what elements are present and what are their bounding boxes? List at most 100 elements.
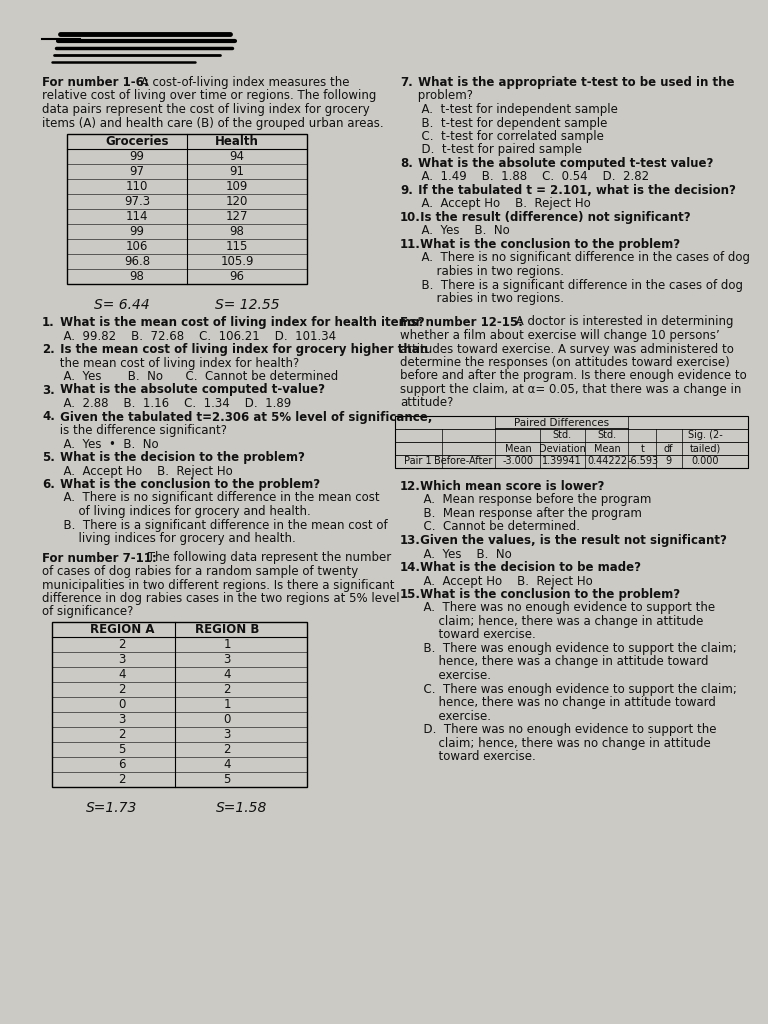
Text: hence, there was no change in attitude toward: hence, there was no change in attitude t… bbox=[416, 696, 716, 709]
Text: 1: 1 bbox=[223, 698, 230, 711]
Text: 109: 109 bbox=[226, 180, 248, 193]
Text: B.  There is a significant difference in the mean cost of: B. There is a significant difference in … bbox=[56, 518, 388, 531]
Text: If the tabulated t = 2.101, what is the decision?: If the tabulated t = 2.101, what is the … bbox=[414, 184, 736, 197]
Text: B.  t-test for dependent sample: B. t-test for dependent sample bbox=[414, 117, 607, 129]
Text: A.  1.49    B.  1.88    C.  0.54    D.  2.82: A. 1.49 B. 1.88 C. 0.54 D. 2.82 bbox=[414, 171, 649, 183]
Text: What is the conclusion to the problem?: What is the conclusion to the problem? bbox=[56, 478, 320, 490]
Text: Is the result (difference) not significant?: Is the result (difference) not significa… bbox=[416, 211, 690, 224]
Text: t: t bbox=[641, 443, 645, 454]
Text: 2: 2 bbox=[118, 728, 126, 741]
Text: Deviation: Deviation bbox=[538, 443, 585, 454]
Text: What is the decision to the problem?: What is the decision to the problem? bbox=[56, 451, 305, 464]
Text: the mean cost of living index for health?: the mean cost of living index for health… bbox=[56, 356, 300, 370]
Text: attitude?: attitude? bbox=[400, 396, 453, 410]
Text: 9.: 9. bbox=[400, 184, 413, 197]
Text: B.  There is a significant difference in the cases of dog: B. There is a significant difference in … bbox=[414, 279, 743, 292]
Text: claim; hence, there was no change in attitude: claim; hence, there was no change in att… bbox=[416, 736, 710, 750]
Text: 2: 2 bbox=[118, 773, 126, 786]
Text: 99: 99 bbox=[130, 150, 144, 163]
Text: 3: 3 bbox=[118, 713, 126, 726]
Text: Pair 1: Pair 1 bbox=[404, 457, 432, 467]
Text: exercise.: exercise. bbox=[416, 710, 491, 723]
Text: 110: 110 bbox=[126, 180, 148, 193]
Text: Paired Differences: Paired Differences bbox=[514, 418, 609, 427]
Text: 120: 120 bbox=[226, 195, 248, 208]
Text: A.  Yes    B.  No: A. Yes B. No bbox=[414, 224, 510, 238]
Text: For number 7-11:: For number 7-11: bbox=[42, 552, 157, 564]
Text: REGION B: REGION B bbox=[195, 623, 259, 636]
Text: What is the conclusion to the problem?: What is the conclusion to the problem? bbox=[416, 588, 680, 601]
Text: 11.: 11. bbox=[400, 238, 421, 251]
Text: 4: 4 bbox=[223, 758, 230, 771]
Text: S=1.58: S=1.58 bbox=[217, 801, 268, 815]
Text: difference in dog rabies cases in the two regions at 5% level: difference in dog rabies cases in the tw… bbox=[42, 592, 399, 605]
Text: problem?: problem? bbox=[414, 89, 473, 102]
Text: Mean: Mean bbox=[594, 443, 621, 454]
Text: 13.: 13. bbox=[400, 534, 421, 547]
Text: 6.: 6. bbox=[42, 478, 55, 490]
Text: Mean: Mean bbox=[505, 443, 531, 454]
Text: hence, there was a change in attitude toward: hence, there was a change in attitude to… bbox=[416, 655, 709, 669]
Text: S= 6.44: S= 6.44 bbox=[94, 298, 150, 312]
Text: 8.: 8. bbox=[400, 157, 413, 170]
Text: municipalities in two different regions. Is there a significant: municipalities in two different regions.… bbox=[42, 579, 395, 592]
Text: -6.593: -6.593 bbox=[627, 457, 659, 467]
Text: A doctor is interested in determining: A doctor is interested in determining bbox=[512, 315, 733, 329]
Text: C.  Cannot be determined.: C. Cannot be determined. bbox=[416, 520, 580, 534]
Text: Which mean score is lower?: Which mean score is lower? bbox=[416, 480, 604, 493]
Text: 10.: 10. bbox=[400, 211, 421, 224]
Text: exercise.: exercise. bbox=[416, 669, 491, 682]
Text: 96: 96 bbox=[230, 270, 244, 283]
Text: 5.: 5. bbox=[42, 451, 55, 464]
Text: S= 12.55: S= 12.55 bbox=[215, 298, 280, 312]
Text: 5: 5 bbox=[223, 773, 230, 786]
Text: Given the values, is the result not significant?: Given the values, is the result not sign… bbox=[416, 534, 727, 547]
Text: What is the decision to be made?: What is the decision to be made? bbox=[416, 561, 641, 574]
Text: is the difference significant?: is the difference significant? bbox=[56, 424, 227, 437]
Text: Given the tabulated t=2.306 at 5% level of significance,: Given the tabulated t=2.306 at 5% level … bbox=[56, 411, 432, 424]
Text: toward exercise.: toward exercise. bbox=[416, 750, 536, 763]
Text: A.  There was no enough evidence to support the: A. There was no enough evidence to suppo… bbox=[416, 601, 715, 614]
Text: For number 12-15:: For number 12-15: bbox=[400, 315, 523, 329]
Bar bbox=[395, 416, 748, 468]
Text: 12.: 12. bbox=[400, 480, 421, 493]
Text: 9: 9 bbox=[665, 457, 671, 467]
Text: REGION A: REGION A bbox=[90, 623, 154, 636]
Text: A.  There is no significant difference in the mean cost: A. There is no significant difference in… bbox=[56, 492, 379, 505]
Text: S=1.73: S=1.73 bbox=[86, 801, 137, 815]
Text: Sig. (2-: Sig. (2- bbox=[687, 430, 723, 440]
Text: 115: 115 bbox=[226, 240, 248, 253]
Text: A.  Accept Ho    B.  Reject Ho: A. Accept Ho B. Reject Ho bbox=[414, 198, 591, 211]
Text: 105.9: 105.9 bbox=[220, 255, 253, 268]
Text: claim; hence, there was a change in attitude: claim; hence, there was a change in atti… bbox=[416, 615, 703, 628]
Text: 96.8: 96.8 bbox=[124, 255, 150, 268]
Text: Groceries: Groceries bbox=[105, 135, 169, 148]
Text: 4: 4 bbox=[223, 668, 230, 681]
Text: living indices for grocery and health.: living indices for grocery and health. bbox=[56, 532, 296, 545]
Text: Is the mean cost of living index for grocery higher than: Is the mean cost of living index for gro… bbox=[56, 343, 428, 356]
Text: 97.3: 97.3 bbox=[124, 195, 150, 208]
Text: A.  Yes       B.  No      C.  Cannot be determined: A. Yes B. No C. Cannot be determined bbox=[56, 370, 338, 383]
Text: 3: 3 bbox=[118, 653, 126, 666]
Text: A.  Mean response before the program: A. Mean response before the program bbox=[416, 494, 651, 507]
Text: 1.: 1. bbox=[42, 316, 55, 329]
Text: A.  Yes  •  B.  No: A. Yes • B. No bbox=[56, 437, 159, 451]
Text: A cost-of-living index measures the: A cost-of-living index measures the bbox=[137, 76, 349, 89]
Text: items (A) and health care (B) of the grouped urban areas.: items (A) and health care (B) of the gro… bbox=[42, 117, 384, 129]
Bar bbox=[52, 622, 307, 787]
Text: A.  Accept Ho    B.  Reject Ho: A. Accept Ho B. Reject Ho bbox=[56, 465, 233, 477]
Text: Std.: Std. bbox=[598, 430, 617, 440]
Text: Health: Health bbox=[215, 135, 259, 148]
Text: attitudes toward exercise. A survey was administered to: attitudes toward exercise. A survey was … bbox=[400, 342, 734, 355]
Text: 99: 99 bbox=[130, 225, 144, 238]
Text: 0.44222: 0.44222 bbox=[587, 457, 627, 467]
Text: B.  Mean response after the program: B. Mean response after the program bbox=[416, 507, 642, 520]
Text: 4.: 4. bbox=[42, 411, 55, 424]
Text: 4: 4 bbox=[118, 668, 126, 681]
Text: 98: 98 bbox=[130, 270, 144, 283]
Text: toward exercise.: toward exercise. bbox=[416, 629, 536, 641]
Text: 91: 91 bbox=[230, 165, 244, 178]
Text: 2.: 2. bbox=[42, 343, 55, 356]
Text: 2: 2 bbox=[118, 683, 126, 696]
Text: 2: 2 bbox=[223, 683, 230, 696]
